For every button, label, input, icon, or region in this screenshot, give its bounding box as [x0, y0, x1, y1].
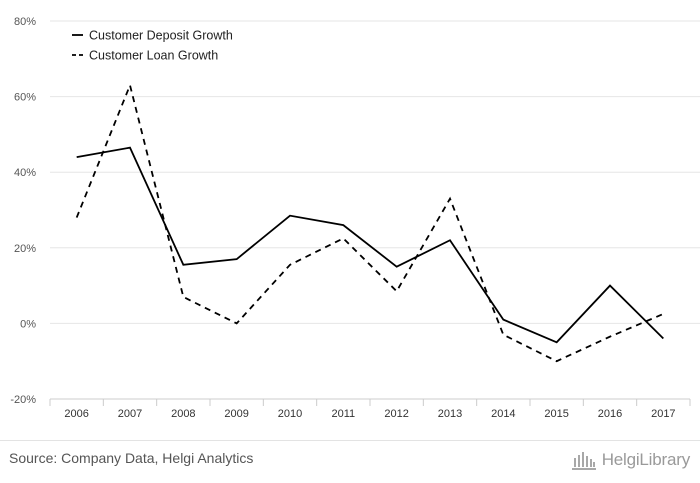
x-tick-label: 2015 — [544, 408, 568, 420]
legend-label: Customer Loan Growth — [89, 49, 218, 63]
x-tick-label: 2016 — [598, 408, 622, 420]
y-tick-label: 80% — [14, 16, 36, 28]
brand-logo[interactable]: HelgiLibrary — [571, 449, 690, 471]
x-tick-label: 2007 — [118, 408, 142, 420]
x-tick-label: 2006 — [64, 408, 88, 420]
brand-name: HelgiLibrary — [601, 450, 691, 469]
chart-canvas: -20% 0% 20% 40% 60% 80% 2006 2007 2008 2009 2010 20… — [10, 16, 700, 420]
x-tick-label: 2008 — [171, 408, 195, 420]
x-tick-label: 2009 — [224, 408, 248, 420]
x-tick-label: 2013 — [438, 408, 462, 420]
axes: -20% 0% 20% 40% 60% 80% 2006 2007 2008 2009 2010 20… — [10, 16, 691, 420]
building-columns-icon — [571, 452, 596, 470]
legend-label: Customer Deposit Growth — [89, 29, 233, 43]
x-tick-label: 2012 — [384, 408, 408, 420]
x-tick-label: 2010 — [278, 408, 302, 420]
x-tick-label: 2011 — [332, 408, 356, 420]
y-tick-label: 60% — [14, 92, 36, 104]
series-line-customer-loan-growth — [75, 82, 664, 363]
source-note: Source: Company Data, Helgi Analytics — [9, 450, 254, 466]
line-chart: -20% 0% 20% 40% 60% 80% 2006 2007 2008 2009 2010 20… — [10, 16, 700, 420]
footer-divider — [0, 440, 700, 441]
y-tick-label: 20% — [14, 243, 36, 255]
y-tick-label: 0% — [20, 318, 36, 330]
series-lines — [75, 82, 664, 363]
x-tick-label: 2014 — [491, 408, 515, 420]
y-tick-label: 40% — [14, 167, 36, 179]
legend: Customer Deposit Growth Customer Loan Gro… — [72, 29, 233, 63]
x-tick-label: 2017 — [651, 408, 675, 420]
gridlines — [50, 20, 700, 324]
series-line-customer-deposit-growth — [76, 146, 664, 344]
y-tick-label: -20% — [10, 394, 36, 406]
